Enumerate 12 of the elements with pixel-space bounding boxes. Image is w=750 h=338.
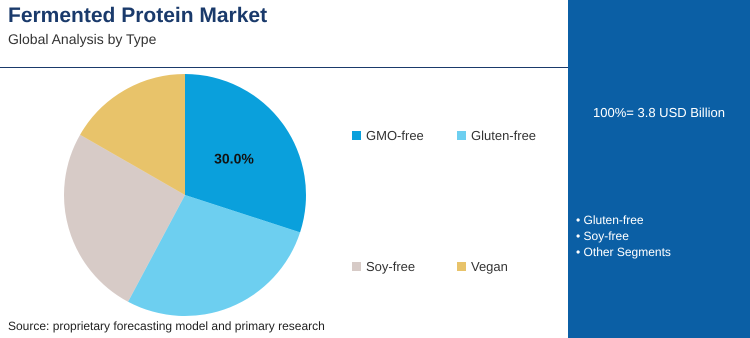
text: • Other Segments <box>576 244 671 260</box>
chart-subtitle: Global Analysis by Type <box>8 31 156 47</box>
text: 100%= 3.8 USD Billion <box>592 105 726 120</box>
data-label: 30.0% <box>214 150 254 166</box>
legend-label: Vegan <box>471 259 508 274</box>
legend-label: GMO-free <box>366 128 424 143</box>
legend-label: Gluten-free <box>471 128 536 143</box>
text: • Gluten-free <box>576 212 645 228</box>
legend-label: Soy-free <box>366 259 416 274</box>
source-note: Source: proprietary forecasting model and primary research <box>8 319 325 333</box>
chart-title: Fermented Protein Market <box>8 4 268 28</box>
text: • Soy-free <box>576 228 630 244</box>
